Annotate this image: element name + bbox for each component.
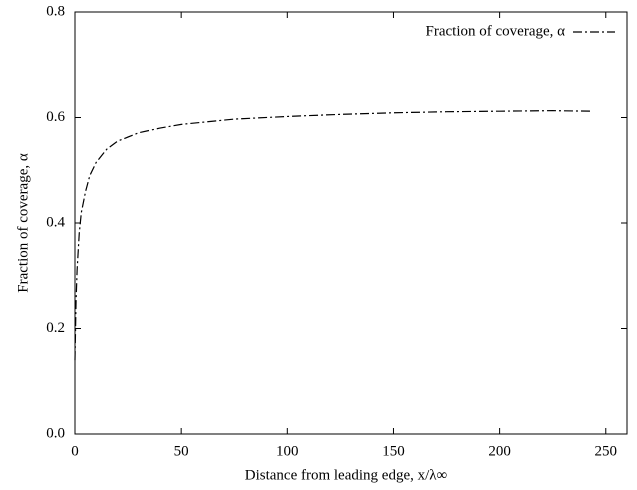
y-tick-label: 0.0 <box>46 425 65 441</box>
x-tick-label: 150 <box>382 443 405 459</box>
plot-frame <box>74 11 628 435</box>
x-tick-label: 50 <box>174 443 189 459</box>
y-tick-label: 0.6 <box>46 109 65 125</box>
x-tick-label: 0 <box>71 443 79 459</box>
y-axis-label: Fraction of coverage, α <box>15 153 31 293</box>
x-tick-label: 250 <box>595 443 618 459</box>
x-axis-label: Distance from leading edge, x/λ∞ <box>245 467 448 483</box>
legend-label: Fraction of coverage, α <box>426 23 566 39</box>
data-line <box>74 110 591 361</box>
y-tick-label: 0.4 <box>46 214 65 230</box>
y-tick-label: 0.8 <box>46 3 65 19</box>
x-tick-label: 200 <box>488 443 511 459</box>
x-tick-label: 100 <box>276 443 299 459</box>
y-tick-label: 0.2 <box>46 320 65 336</box>
